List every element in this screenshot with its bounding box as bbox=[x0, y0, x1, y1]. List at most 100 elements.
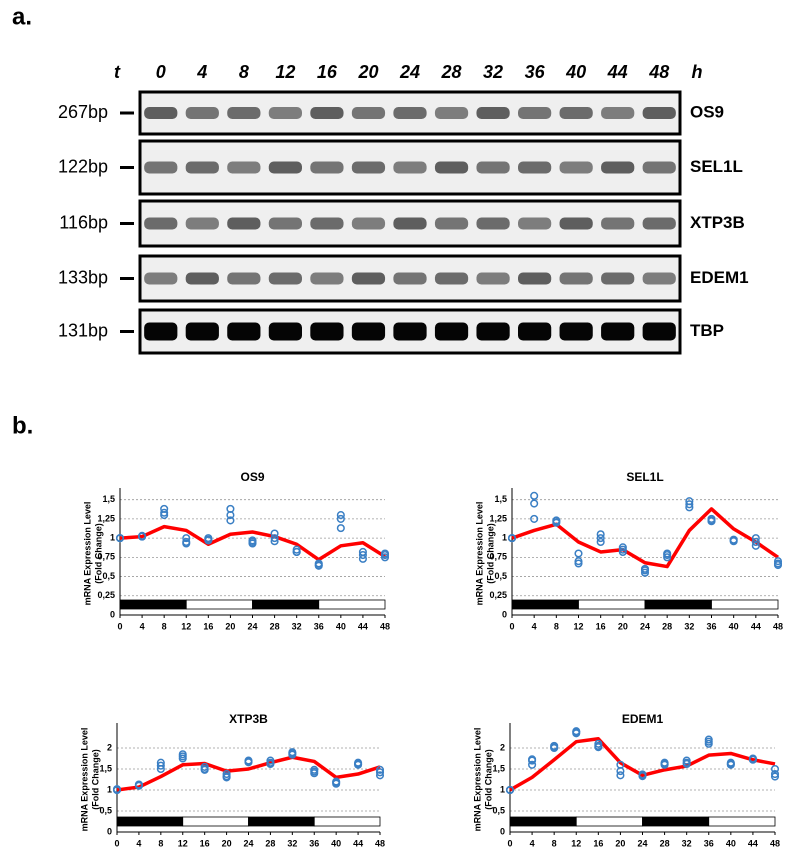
gel-band bbox=[434, 107, 469, 119]
panel-label: b. bbox=[12, 412, 33, 439]
replicate-point bbox=[292, 547, 301, 557]
gel-band bbox=[601, 107, 635, 119]
x-tick-label: 24 bbox=[637, 838, 647, 848]
x-tick-label: 32 bbox=[287, 838, 297, 848]
gel-band bbox=[642, 217, 676, 230]
y-tick-label: 1,5 bbox=[102, 494, 115, 504]
gel-band bbox=[518, 322, 552, 341]
light-dark-period bbox=[511, 599, 579, 610]
replicate-point bbox=[270, 534, 279, 543]
y-axis-label: (Fold Change) bbox=[90, 749, 100, 810]
x-tick-label: 0 bbox=[509, 621, 514, 631]
gel-band bbox=[601, 322, 635, 341]
replicate-point bbox=[530, 499, 539, 508]
x-tick-label: 36 bbox=[706, 621, 716, 631]
replicate-point bbox=[182, 534, 191, 543]
x-tick-label: 44 bbox=[748, 838, 758, 848]
replicate-point bbox=[707, 517, 716, 526]
time-point: 0 bbox=[156, 62, 166, 82]
time-point: 28 bbox=[441, 62, 462, 82]
light-dark-period bbox=[711, 599, 779, 610]
y-tick-label: 1,25 bbox=[97, 513, 115, 523]
replicate-point bbox=[354, 760, 363, 769]
replicate-point bbox=[266, 759, 275, 769]
replicate-point bbox=[528, 756, 537, 765]
x-tick-label: 20 bbox=[222, 838, 232, 848]
x-tick-label: 40 bbox=[726, 838, 736, 848]
x-tick-label: 44 bbox=[353, 838, 363, 848]
replicate-point bbox=[314, 561, 323, 570]
light-dark-period bbox=[642, 816, 710, 827]
replicate-point bbox=[200, 765, 209, 774]
x-tick-label: 48 bbox=[375, 838, 385, 848]
gel-band bbox=[227, 272, 261, 285]
gel-band bbox=[351, 217, 386, 230]
replicate-point bbox=[660, 760, 669, 769]
replicate-point bbox=[244, 758, 253, 767]
band-size: 122bp bbox=[58, 156, 108, 176]
gel-band bbox=[642, 161, 676, 174]
gel-band bbox=[310, 217, 344, 230]
gel-band bbox=[310, 107, 344, 119]
time-point: 4 bbox=[196, 62, 207, 82]
y-tick-label: 0 bbox=[107, 826, 112, 836]
x-tick-label: 0 bbox=[114, 838, 119, 848]
y-tick-label: 0,5 bbox=[99, 805, 112, 815]
band-size: 131bp bbox=[58, 320, 108, 340]
chart-title: OS9 bbox=[240, 470, 264, 484]
time-point: 16 bbox=[317, 62, 338, 82]
x-tick-label: 48 bbox=[770, 838, 780, 848]
gel-band bbox=[185, 161, 219, 174]
x-tick-label: 36 bbox=[309, 838, 319, 848]
gel-band bbox=[434, 322, 469, 341]
replicate-point bbox=[528, 760, 537, 769]
x-tick-label: 24 bbox=[640, 621, 650, 631]
replicate-point bbox=[770, 769, 780, 779]
light-dark-period bbox=[509, 816, 577, 827]
gel-band bbox=[351, 107, 386, 119]
x-tick-label: 8 bbox=[162, 621, 167, 631]
y-tick-label: 0 bbox=[502, 609, 507, 619]
replicate-point bbox=[204, 536, 213, 545]
y-tick-label: 0 bbox=[500, 826, 505, 836]
gel-band bbox=[518, 217, 552, 230]
replicate-point bbox=[160, 511, 169, 520]
y-axis-label: (Fold Change) bbox=[93, 523, 103, 584]
x-tick-label: 32 bbox=[684, 621, 694, 631]
gel-band bbox=[227, 161, 261, 174]
gene-label: EDEM1 bbox=[690, 268, 749, 287]
x-tick-label: 44 bbox=[358, 621, 368, 631]
y-tick-label: 1 bbox=[500, 784, 505, 794]
replicate-point bbox=[552, 518, 561, 527]
replicate-point bbox=[222, 773, 231, 782]
replicate-point bbox=[507, 534, 517, 543]
replicate-point bbox=[375, 765, 385, 774]
y-tick-label: 2 bbox=[500, 742, 505, 752]
y-axis-label: mRNA Expression Level bbox=[474, 502, 484, 606]
replicate-point bbox=[156, 764, 165, 774]
y-tick-label: 1,25 bbox=[489, 513, 507, 523]
x-tick-label: 48 bbox=[380, 621, 390, 631]
y-tick-label: 0,5 bbox=[102, 571, 115, 581]
gel-band bbox=[476, 322, 510, 341]
x-tick-label: 16 bbox=[593, 838, 603, 848]
unit-label: h bbox=[692, 62, 703, 82]
gel-band bbox=[559, 272, 593, 285]
x-tick-label: 16 bbox=[200, 838, 210, 848]
gel-band bbox=[393, 107, 427, 119]
replicate-point bbox=[770, 772, 780, 781]
x-tick-label: 20 bbox=[618, 621, 628, 631]
y-tick-label: 1 bbox=[107, 784, 112, 794]
gel-band bbox=[601, 217, 635, 230]
gel-band bbox=[268, 161, 302, 174]
x-tick-label: 32 bbox=[682, 838, 692, 848]
light-dark-period bbox=[185, 599, 253, 610]
replicate-point bbox=[112, 785, 122, 795]
gene-label: OS9 bbox=[690, 102, 724, 121]
gel-band bbox=[144, 107, 178, 119]
panel-label: a. bbox=[12, 3, 32, 30]
y-tick-label: 1,5 bbox=[99, 763, 112, 773]
gel-band bbox=[393, 217, 427, 230]
replicate-point bbox=[530, 491, 539, 500]
replicate-point bbox=[574, 559, 583, 568]
